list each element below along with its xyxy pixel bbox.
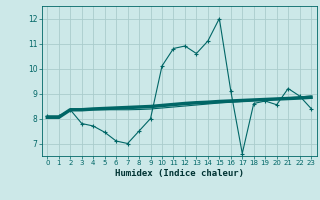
X-axis label: Humidex (Indice chaleur): Humidex (Indice chaleur) (115, 169, 244, 178)
